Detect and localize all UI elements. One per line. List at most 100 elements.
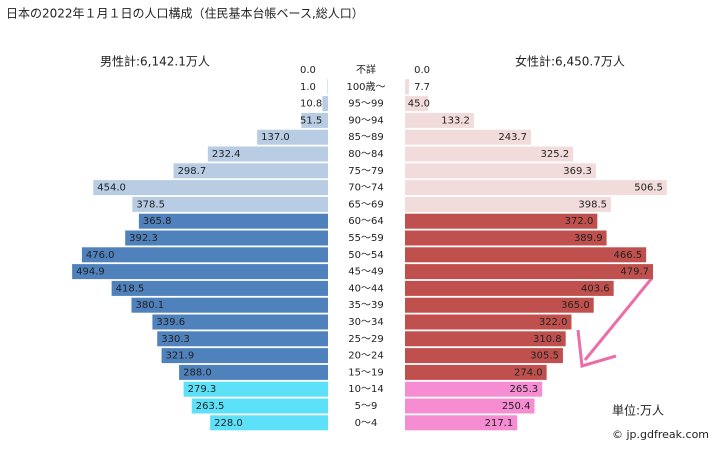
bar-male <box>125 230 328 246</box>
age-label: 5～9 <box>355 401 378 412</box>
bar-male <box>111 280 328 296</box>
value-label: 369.3 <box>563 166 592 177</box>
value-label: 339.6 <box>156 317 185 328</box>
bar-female <box>405 280 614 296</box>
bar-male <box>301 112 328 128</box>
bar-female <box>405 213 598 229</box>
bar-female <box>405 180 667 196</box>
bar-male <box>81 247 329 263</box>
bar-male <box>179 364 328 380</box>
value-label: 392.3 <box>129 233 158 244</box>
value-label: 10.8 <box>300 99 322 110</box>
value-label: 274.0 <box>514 367 543 378</box>
value-label: 250.4 <box>502 401 531 412</box>
age-label: 75～79 <box>348 166 383 177</box>
age-label: 10～14 <box>348 384 383 395</box>
bar-male <box>173 163 328 179</box>
age-label: 80～84 <box>348 149 383 160</box>
age-label: 50～54 <box>348 250 383 261</box>
value-label: 298.7 <box>178 166 207 177</box>
bar-male <box>161 348 328 364</box>
value-label: 0.0 <box>414 65 430 76</box>
bar-female <box>405 96 429 112</box>
value-label: 476.0 <box>86 250 115 261</box>
age-label: 20～24 <box>348 351 383 362</box>
age-label: 85～89 <box>348 132 383 143</box>
bar-male <box>72 264 328 280</box>
bar-male <box>257 129 328 145</box>
bar-male <box>138 213 328 229</box>
bar-female <box>405 297 594 313</box>
value-label: 322.0 <box>539 317 568 328</box>
value-label: 403.6 <box>581 283 610 294</box>
bar-female <box>405 79 409 95</box>
age-label: 65～69 <box>348 199 383 210</box>
value-label: 288.0 <box>183 367 212 378</box>
value-label: 305.5 <box>530 351 559 362</box>
value-label: 321.9 <box>166 351 195 362</box>
bar-male <box>132 196 328 212</box>
bar-female <box>405 348 563 364</box>
bar-female <box>405 415 518 431</box>
value-label: 372.0 <box>565 216 594 227</box>
value-label: 51.5 <box>300 115 322 126</box>
bar-female <box>405 381 543 397</box>
bar-male <box>152 314 328 330</box>
age-label: 40～44 <box>348 283 383 294</box>
value-label: 137.0 <box>261 132 290 143</box>
value-label: 310.8 <box>533 334 562 345</box>
value-label: 494.9 <box>76 267 105 278</box>
bar-male <box>131 297 328 313</box>
value-label: 45.0 <box>408 99 430 110</box>
bar-male <box>183 381 328 397</box>
bar-female <box>405 146 574 162</box>
bar-female <box>405 364 547 380</box>
value-label: 1.0 <box>300 82 316 93</box>
value-label: 418.5 <box>116 283 145 294</box>
age-label: 15～19 <box>348 367 383 378</box>
age-label: 25～29 <box>348 334 383 345</box>
value-label: 265.3 <box>510 384 539 395</box>
bar-male <box>157 331 328 347</box>
age-label: 90～94 <box>348 115 383 126</box>
legend-female: 女性計:6,450.7万人 <box>515 54 625 69</box>
bar-male <box>322 96 328 112</box>
source: © jp.gdfreak.com <box>612 428 709 441</box>
value-label: 243.7 <box>498 132 527 143</box>
value-label: 228.0 <box>214 418 243 429</box>
value-label: 232.4 <box>212 149 241 160</box>
value-label: 217.1 <box>485 418 514 429</box>
arrow <box>576 277 654 368</box>
value-label: 506.5 <box>634 183 663 194</box>
unit-note: 単位:万人 <box>612 403 664 418</box>
legend-male: 男性計:6,142.1万人 <box>100 54 210 69</box>
bar-female <box>405 314 572 330</box>
value-label: 365.8 <box>143 216 172 227</box>
age-label: 0～4 <box>355 418 378 429</box>
bar-male <box>210 415 328 431</box>
value-label: 330.3 <box>161 334 190 345</box>
age-label: 不詳 <box>356 63 376 76</box>
age-label: 60～64 <box>348 216 383 227</box>
value-label: 398.5 <box>578 199 607 210</box>
bar-female <box>405 129 531 145</box>
value-label: 365.0 <box>561 300 590 311</box>
age-label: 95～99 <box>348 99 383 110</box>
bar-male <box>93 180 328 196</box>
bar-female <box>405 331 566 347</box>
value-label: 0.0 <box>300 65 316 76</box>
value-label: 325.2 <box>540 149 569 160</box>
bar-female <box>405 230 607 246</box>
chart-title: 日本の2022年１月１日の人口構成（住民基本台帳ベース,総人口） <box>6 6 364 21</box>
value-label: 133.2 <box>441 115 470 126</box>
bar-female <box>405 163 596 179</box>
value-label: 454.0 <box>97 183 126 194</box>
value-label: 466.5 <box>614 250 643 261</box>
value-label: 479.7 <box>620 267 649 278</box>
bar-female <box>405 112 474 128</box>
bar-female <box>405 196 612 212</box>
bar-female <box>405 264 654 280</box>
age-label: 70～74 <box>348 183 383 194</box>
age-label: 35～39 <box>348 300 383 311</box>
